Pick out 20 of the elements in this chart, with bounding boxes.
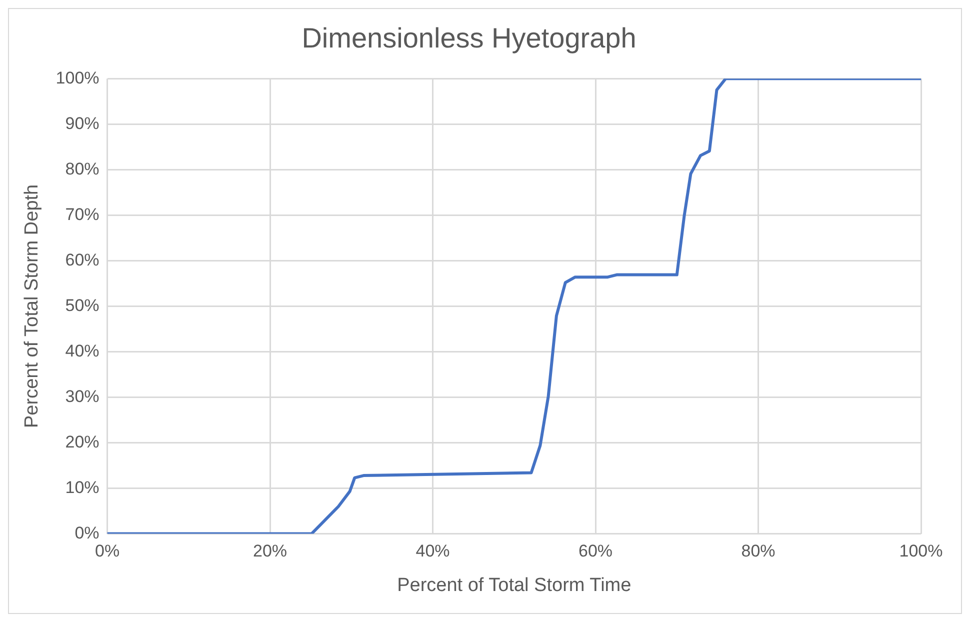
x-tick-label: 20% (253, 542, 288, 561)
y-tick-label: 20% (65, 432, 100, 452)
y-tick-label: 10% (65, 478, 100, 497)
y-tick-label: 30% (65, 386, 100, 406)
y-axis-title: Percent of Total Storm Depth (22, 184, 43, 428)
x-tick-label: 100% (899, 542, 943, 561)
y-tick-label: 90% (65, 114, 100, 133)
y-tick-label: 100% (56, 68, 100, 88)
y-tick-label: 50% (65, 296, 100, 315)
x-tick-label: 60% (578, 542, 613, 561)
y-tick-label: 60% (65, 250, 100, 270)
x-tick-label: 40% (416, 542, 450, 561)
chart-title: Dimensionless Hyetograph (302, 22, 636, 54)
x-tick-label: 0% (94, 542, 120, 561)
y-tick-label: 0% (74, 523, 100, 542)
y-tick-label: 70% (65, 204, 100, 224)
y-tick-label: 40% (65, 341, 100, 360)
x-tick-label: 80% (741, 542, 776, 561)
y-tick-label: 80% (65, 159, 100, 178)
x-axis-title: Percent of Total Storm Time (397, 574, 632, 596)
